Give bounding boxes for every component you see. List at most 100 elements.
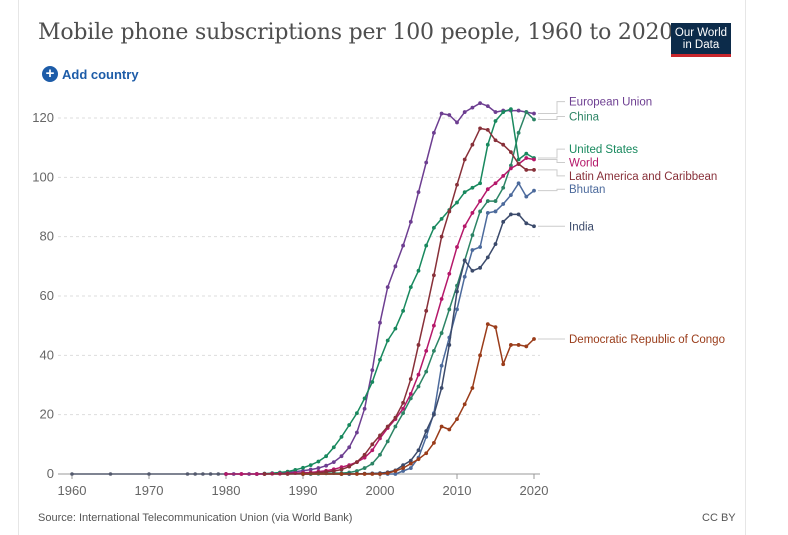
data-point[interactable]: [362, 466, 367, 470]
series-united-states[interactable]: [254, 107, 536, 476]
data-point[interactable]: [516, 343, 521, 347]
series-china[interactable]: [224, 110, 536, 476]
data-point[interactable]: [316, 459, 321, 464]
data-point[interactable]: [524, 110, 529, 114]
data-point[interactable]: [362, 396, 367, 401]
data-point[interactable]: [455, 307, 459, 312]
data-point[interactable]: [393, 415, 398, 420]
license-link[interactable]: CC BY: [702, 512, 736, 524]
data-point[interactable]: [493, 119, 498, 123]
data-point[interactable]: [470, 105, 475, 110]
data-point[interactable]: [478, 181, 482, 186]
data-point[interactable]: [408, 466, 413, 470]
data-point[interactable]: [455, 182, 459, 187]
data-point[interactable]: [470, 248, 475, 252]
data-point[interactable]: [416, 190, 421, 195]
data-point[interactable]: [485, 211, 490, 215]
data-point[interactable]: [347, 423, 352, 427]
data-point[interactable]: [432, 440, 436, 445]
data-point[interactable]: [401, 469, 405, 473]
data-point[interactable]: [470, 233, 475, 238]
data-point[interactable]: [308, 467, 313, 472]
data-point[interactable]: [347, 464, 352, 469]
series-label[interactable]: World: [569, 158, 599, 170]
data-point[interactable]: [478, 209, 482, 214]
data-point[interactable]: [462, 258, 467, 263]
data-point[interactable]: [470, 268, 475, 273]
data-point[interactable]: [462, 402, 467, 407]
data-point[interactable]: [516, 108, 521, 113]
data-point[interactable]: [416, 448, 421, 453]
data-point[interactable]: [285, 472, 290, 476]
data-point[interactable]: [532, 188, 536, 193]
data-point[interactable]: [485, 187, 490, 192]
data-point[interactable]: [385, 424, 390, 429]
data-point[interactable]: [439, 216, 444, 221]
data-point[interactable]: [324, 470, 328, 474]
data-point[interactable]: [439, 424, 444, 429]
data-point[interactable]: [408, 461, 413, 466]
data-point[interactable]: [355, 460, 359, 465]
data-point[interactable]: [447, 271, 452, 276]
data-point[interactable]: [447, 209, 452, 214]
data-point[interactable]: [355, 469, 359, 473]
data-point[interactable]: [432, 412, 436, 417]
data-point[interactable]: [370, 442, 375, 447]
data-point[interactable]: [408, 219, 413, 224]
data-point[interactable]: [470, 386, 475, 390]
data-point[interactable]: [424, 429, 429, 433]
data-point[interactable]: [470, 211, 475, 215]
data-point[interactable]: [370, 368, 375, 373]
data-point[interactable]: [355, 411, 359, 416]
data-point[interactable]: [532, 117, 536, 122]
data-point[interactable]: [501, 142, 506, 147]
data-point[interactable]: [493, 138, 498, 143]
data-point[interactable]: [416, 343, 421, 347]
series-label[interactable]: China: [569, 112, 600, 124]
data-point[interactable]: [432, 273, 436, 278]
data-point[interactable]: [455, 245, 459, 249]
series-european-union[interactable]: [224, 101, 536, 476]
series-world[interactable]: [224, 156, 536, 476]
data-point[interactable]: [447, 113, 452, 117]
data-point[interactable]: [439, 331, 444, 335]
data-point[interactable]: [339, 467, 344, 472]
series-latin-america-and-caribbean[interactable]: [262, 126, 536, 476]
data-point[interactable]: [370, 472, 375, 476]
data-point[interactable]: [408, 392, 413, 396]
data-point[interactable]: [509, 212, 513, 217]
data-point[interactable]: [524, 194, 529, 199]
data-point[interactable]: [408, 377, 413, 381]
data-point[interactable]: [516, 162, 521, 166]
data-point[interactable]: [485, 142, 490, 147]
data-point[interactable]: [478, 126, 482, 131]
data-point[interactable]: [339, 472, 344, 476]
data-point[interactable]: [393, 472, 398, 476]
data-point[interactable]: [532, 111, 536, 116]
data-point[interactable]: [439, 297, 444, 301]
series-label[interactable]: Latin America and Caribbean: [569, 171, 717, 183]
data-point[interactable]: [362, 472, 367, 476]
data-point[interactable]: [378, 452, 382, 457]
data-point[interactable]: [401, 466, 405, 470]
data-point[interactable]: [485, 104, 490, 109]
data-point[interactable]: [424, 243, 429, 248]
series-line[interactable]: [226, 157, 535, 475]
data-point[interactable]: [370, 380, 375, 384]
add-country-button[interactable]: + Add country: [42, 66, 139, 82]
series-line[interactable]: [226, 102, 535, 475]
data-point[interactable]: [424, 435, 429, 439]
data-point[interactable]: [447, 427, 452, 432]
data-point[interactable]: [447, 343, 452, 347]
data-point[interactable]: [408, 285, 413, 289]
data-point[interactable]: [432, 323, 436, 328]
data-point[interactable]: [478, 199, 482, 203]
data-point[interactable]: [432, 225, 436, 230]
data-point[interactable]: [501, 185, 506, 190]
data-point[interactable]: [478, 353, 482, 358]
data-point[interactable]: [432, 130, 436, 135]
data-point[interactable]: [493, 181, 498, 186]
data-point[interactable]: [532, 157, 536, 162]
data-point[interactable]: [293, 467, 298, 472]
data-point[interactable]: [424, 451, 429, 456]
